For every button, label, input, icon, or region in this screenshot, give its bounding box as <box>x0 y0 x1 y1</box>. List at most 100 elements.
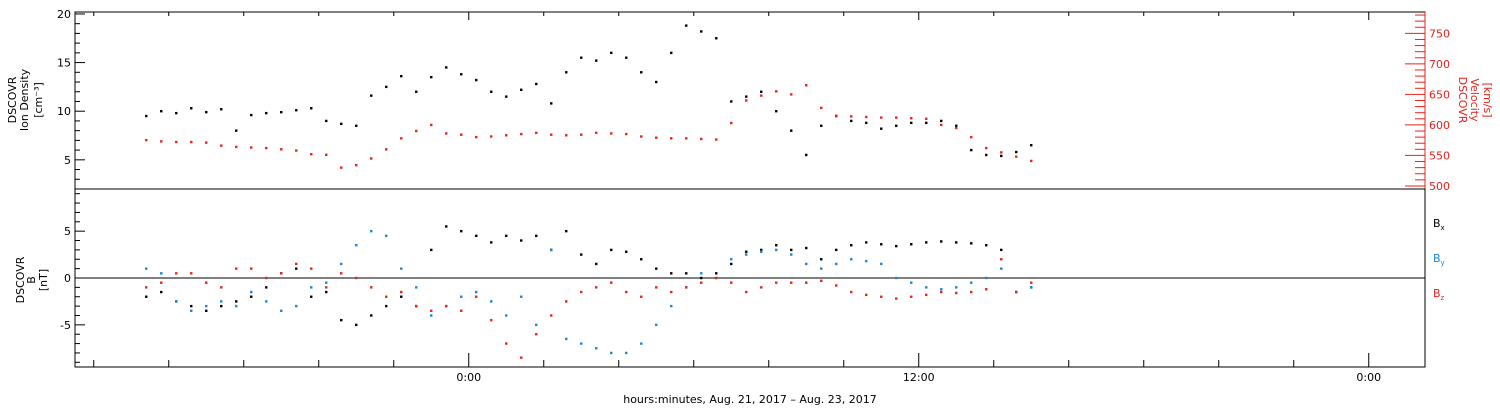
by-point <box>880 262 883 266</box>
bz-point <box>910 295 913 298</box>
density-point <box>430 75 433 79</box>
density-point <box>850 119 853 123</box>
density-point <box>700 30 703 33</box>
density-point <box>580 56 583 59</box>
density-point <box>790 129 793 132</box>
velocity-point <box>985 146 988 150</box>
density-point <box>925 121 928 125</box>
bz-point <box>640 295 643 298</box>
density-tick-label: 20 <box>57 8 71 21</box>
bx-point <box>865 241 868 244</box>
density-point <box>295 109 298 112</box>
by-point <box>475 290 478 294</box>
bz-point <box>625 290 628 294</box>
bx-point <box>625 250 628 253</box>
bx-point <box>265 286 268 289</box>
field-legend: Bx By Bz <box>1433 217 1445 302</box>
density-point <box>970 148 973 152</box>
bz-point <box>250 267 253 270</box>
by-point <box>580 342 583 345</box>
by-point <box>805 262 808 266</box>
x-axis-label: hours:minutes, Aug. 21, 2017 – Aug. 23, … <box>623 393 877 406</box>
bz-point <box>265 276 268 280</box>
velocity-point <box>745 99 748 102</box>
velocity-point <box>370 157 373 160</box>
density-point <box>865 121 868 125</box>
by-point <box>385 234 388 238</box>
density-point <box>955 124 958 127</box>
by-point <box>970 281 973 284</box>
bz-point <box>1015 290 1018 294</box>
by-point <box>370 229 373 233</box>
by-point <box>310 286 313 289</box>
velocity-label-line-2: Velocity <box>1468 78 1481 122</box>
by-point <box>325 281 328 284</box>
bz-point <box>865 293 868 297</box>
bz-point <box>430 309 433 312</box>
by-point <box>955 286 958 289</box>
bz-point <box>715 276 718 280</box>
velocity-point <box>685 137 688 140</box>
bz-point <box>685 286 688 289</box>
by-point <box>505 314 508 317</box>
top-data-points <box>145 24 1033 169</box>
bx-point <box>235 300 238 303</box>
velocity-point <box>835 114 838 117</box>
density-point <box>190 107 193 110</box>
field-axis: -5 0 5 <box>60 193 85 363</box>
velocity-point <box>655 136 658 139</box>
by-point <box>940 288 943 291</box>
x-tick-label: 0:00 <box>1356 371 1381 384</box>
x-tick-label: 0:00 <box>456 371 481 384</box>
field-tick-label: 0 <box>64 272 71 285</box>
by-point <box>910 281 913 284</box>
by-point <box>745 253 748 256</box>
density-point <box>745 95 748 98</box>
density-point <box>475 78 478 82</box>
field-tick-label: 5 <box>64 225 71 238</box>
bz-point <box>835 284 838 287</box>
bz-point <box>445 304 448 308</box>
bz-point <box>1030 281 1033 284</box>
density-point <box>505 95 508 98</box>
density-axis: 5 10 15 20 <box>57 8 85 180</box>
bz-point <box>325 286 328 289</box>
velocity-point <box>355 163 358 167</box>
bz-point <box>895 297 898 300</box>
bz-point <box>205 281 208 284</box>
bx-point <box>565 229 568 233</box>
velocity-point <box>220 144 223 147</box>
by-point <box>280 309 283 312</box>
x-tick-label: 12:00 <box>903 371 935 384</box>
velocity-point <box>790 93 793 96</box>
by-point <box>265 300 268 303</box>
bz-point <box>220 286 223 289</box>
bz-point <box>730 281 733 284</box>
bx-point <box>775 244 778 247</box>
bz-point <box>745 290 748 294</box>
bz-point <box>550 314 553 317</box>
time-axis: 0:00 12:00 0:00 <box>93 12 1381 384</box>
bx-point <box>610 248 613 252</box>
density-point <box>250 113 253 117</box>
top-panel: 5 10 15 20 500 550 600 650 700 750 DSCOVR Ion De… <box>6 8 1494 193</box>
bz-point <box>310 267 313 270</box>
bz-point <box>505 342 508 345</box>
density-point <box>640 71 643 74</box>
bz-point <box>805 281 808 284</box>
velocity-point <box>475 135 478 139</box>
bx-point <box>505 234 508 238</box>
by-point <box>595 347 598 350</box>
velocity-label-line-1: DSCOVR <box>1456 77 1469 124</box>
density-point <box>385 85 388 89</box>
bx-point <box>475 234 478 238</box>
bx-point <box>850 244 853 247</box>
bz-point <box>775 281 778 284</box>
bx-point <box>400 295 403 298</box>
bz-point <box>970 290 973 294</box>
density-point <box>550 102 553 105</box>
velocity-point <box>865 115 868 119</box>
by-point <box>850 258 853 261</box>
velocity-axis: 500 550 600 650 700 750 <box>1405 12 1450 193</box>
